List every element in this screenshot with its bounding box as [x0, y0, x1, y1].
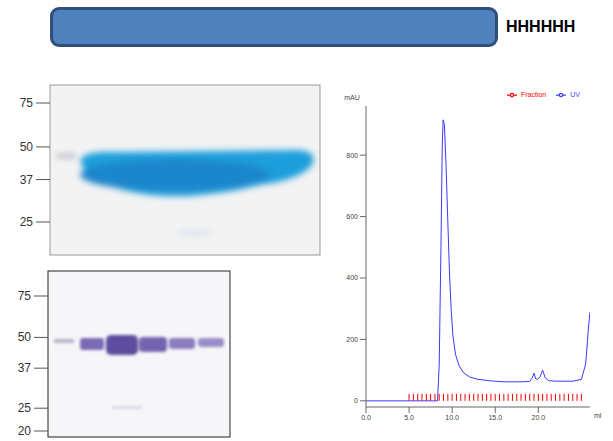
svg-text:50: 50 [18, 330, 32, 344]
svg-text:600: 600 [346, 213, 358, 220]
svg-text:20: 20 [18, 424, 32, 438]
svg-text:10.0: 10.0 [445, 414, 459, 421]
svg-text:0.0: 0.0 [361, 414, 371, 421]
svg-text:75: 75 [18, 289, 32, 303]
svg-text:200: 200 [346, 336, 358, 343]
svg-text:75: 75 [20, 96, 34, 110]
svg-text:15.0: 15.0 [488, 414, 502, 421]
svg-text:50: 50 [20, 140, 34, 154]
html-text:HHHHHH: HHHHHH [506, 18, 576, 35]
svg-text:800: 800 [346, 152, 358, 159]
svg-text:25: 25 [20, 215, 34, 229]
html-text:UV: UV [570, 90, 580, 98]
svg-text:37: 37 [20, 173, 34, 187]
svg-text:mAU: mAU [344, 94, 360, 101]
svg-text:5.0: 5.0 [404, 414, 414, 421]
svg-text:37: 37 [18, 361, 32, 375]
html-text:Fraction: Fraction [521, 90, 547, 98]
svg-text:0: 0 [354, 397, 358, 404]
svg-text:400: 400 [346, 274, 358, 281]
svg-text:20.0: 20.0 [531, 414, 545, 421]
svg-text:ml: ml [594, 412, 602, 419]
svg-text:25: 25 [18, 401, 32, 415]
